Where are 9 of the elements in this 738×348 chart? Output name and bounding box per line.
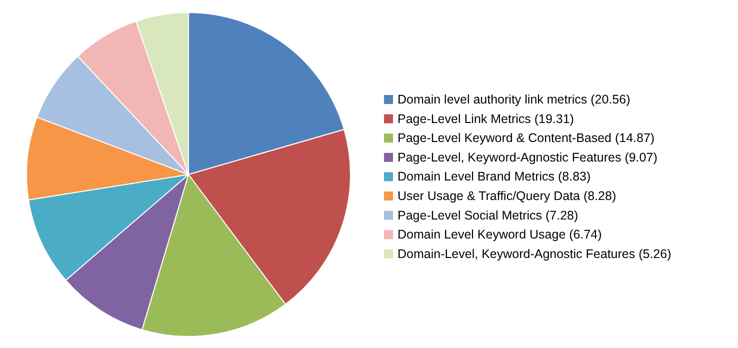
legend-label: Page-Level, Keyword-Agnostic Features (9.07): [398, 150, 658, 164]
legend-label: Domain Level Brand Metrics (8.83): [398, 170, 591, 184]
legend-label: Domain-Level, Keyword-Agnostic Features (5.26): [398, 246, 672, 261]
legend-label: Page-Level Keyword & Content-Based (14.87): [398, 131, 655, 146]
legend-label: User Usage & Traffic/Query Data (8.28): [398, 189, 616, 203]
legend-label: Domain level authority link metrics (20.56): [398, 92, 630, 106]
legend-label: Domain Level Keyword Usage (6.74): [398, 228, 602, 242]
legend-label: Page-Level Social Metrics (7.28): [398, 208, 578, 222]
legend-label: Page-Level Link Metrics (19.31): [398, 112, 574, 126]
